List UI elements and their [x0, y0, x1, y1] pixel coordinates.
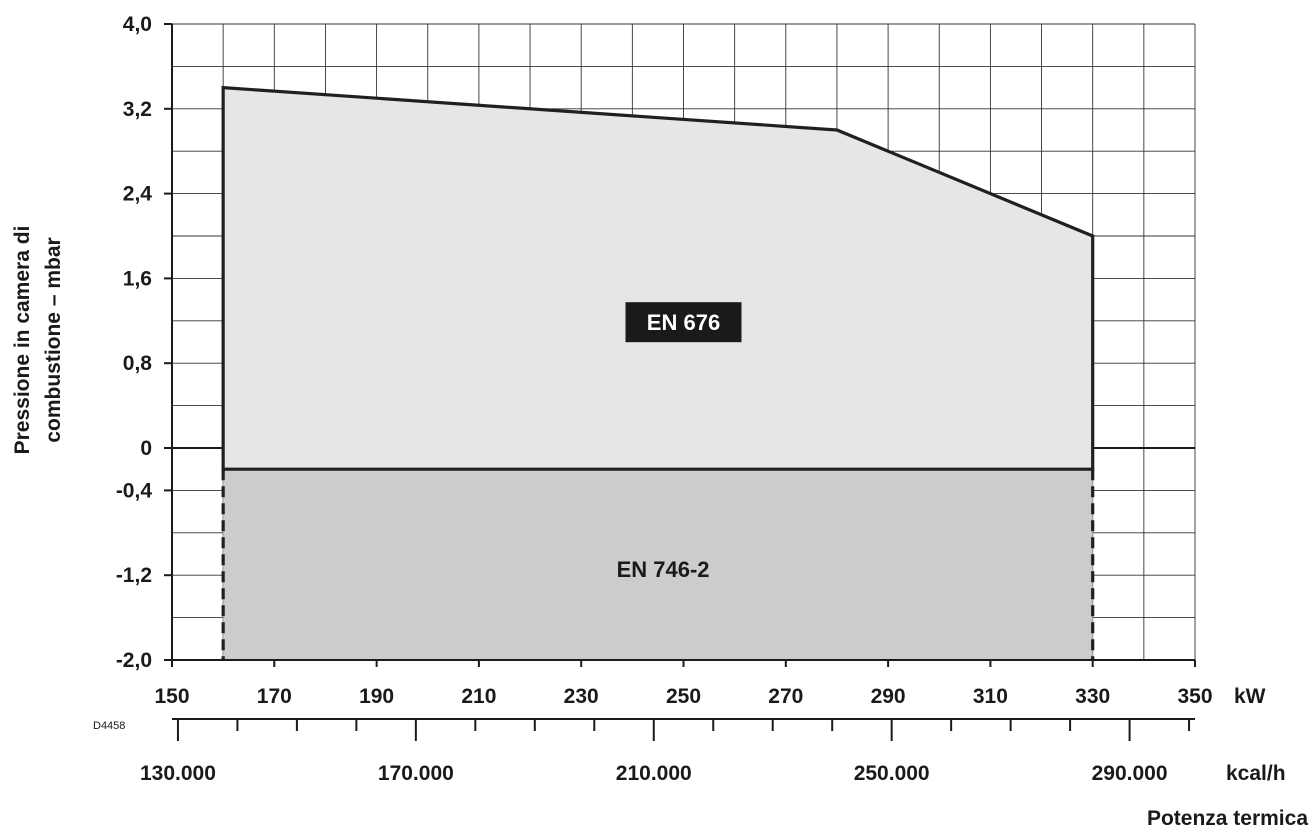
region-label-box-1 — [625, 302, 742, 343]
x-axis-label: Potenza termica — [1147, 807, 1308, 830]
y-tick-label: -0,4 — [116, 479, 153, 502]
y-axis-label-line2: combustione – mbar — [42, 237, 65, 442]
region-outline-1 — [221, 85, 1095, 471]
x2-tick-label: 250.000 — [854, 762, 930, 785]
x-tick-label: 330 — [1075, 685, 1110, 708]
x2-tick-label: 130.000 — [140, 762, 216, 785]
x2-tick-label: 210.000 — [616, 762, 692, 785]
x-tick-label: 230 — [564, 685, 599, 708]
y-tick-label: -1,2 — [116, 564, 152, 587]
region-fill-1 — [223, 87, 1093, 470]
y-tick-label: 1,6 — [123, 267, 152, 290]
y-tick-label: -2,0 — [116, 649, 152, 672]
x2-axis-unit-kcal: kcal/h — [1226, 762, 1286, 785]
x-tick-label: 250 — [666, 685, 701, 708]
x-axis-unit-kw: kW — [1234, 685, 1266, 708]
y-tick-label: 3,2 — [123, 98, 152, 121]
y-tick-label: 0,8 — [123, 352, 153, 375]
x-tick-label: 350 — [1177, 685, 1212, 708]
x-tick-label: 170 — [257, 685, 292, 708]
y-tick-label: 2,4 — [123, 183, 153, 206]
drawing-code: D4458 — [93, 720, 125, 732]
x-tick-label: 270 — [768, 685, 803, 708]
region-label-1: EN 676 — [647, 310, 720, 335]
x-tick-label: 150 — [154, 685, 189, 708]
labels: EN 676 EN 746-2 — [597, 302, 742, 588]
x-tick-label: 290 — [871, 685, 906, 708]
region-label-2: EN 746-2 — [617, 557, 710, 582]
region-label-box-2 — [597, 551, 730, 588]
y-axis-label-line1: Pressione in camera di — [11, 226, 34, 455]
y-tick-label: 0 — [140, 437, 152, 460]
x-tick-label: 310 — [973, 685, 1008, 708]
x2-tick-label: 170.000 — [378, 762, 454, 785]
x-tick-label: 210 — [461, 685, 496, 708]
x2-tick-label: 290.000 — [1092, 762, 1168, 785]
x-tick-label: 190 — [359, 685, 394, 708]
y-tick-label: 4,0 — [123, 13, 152, 36]
